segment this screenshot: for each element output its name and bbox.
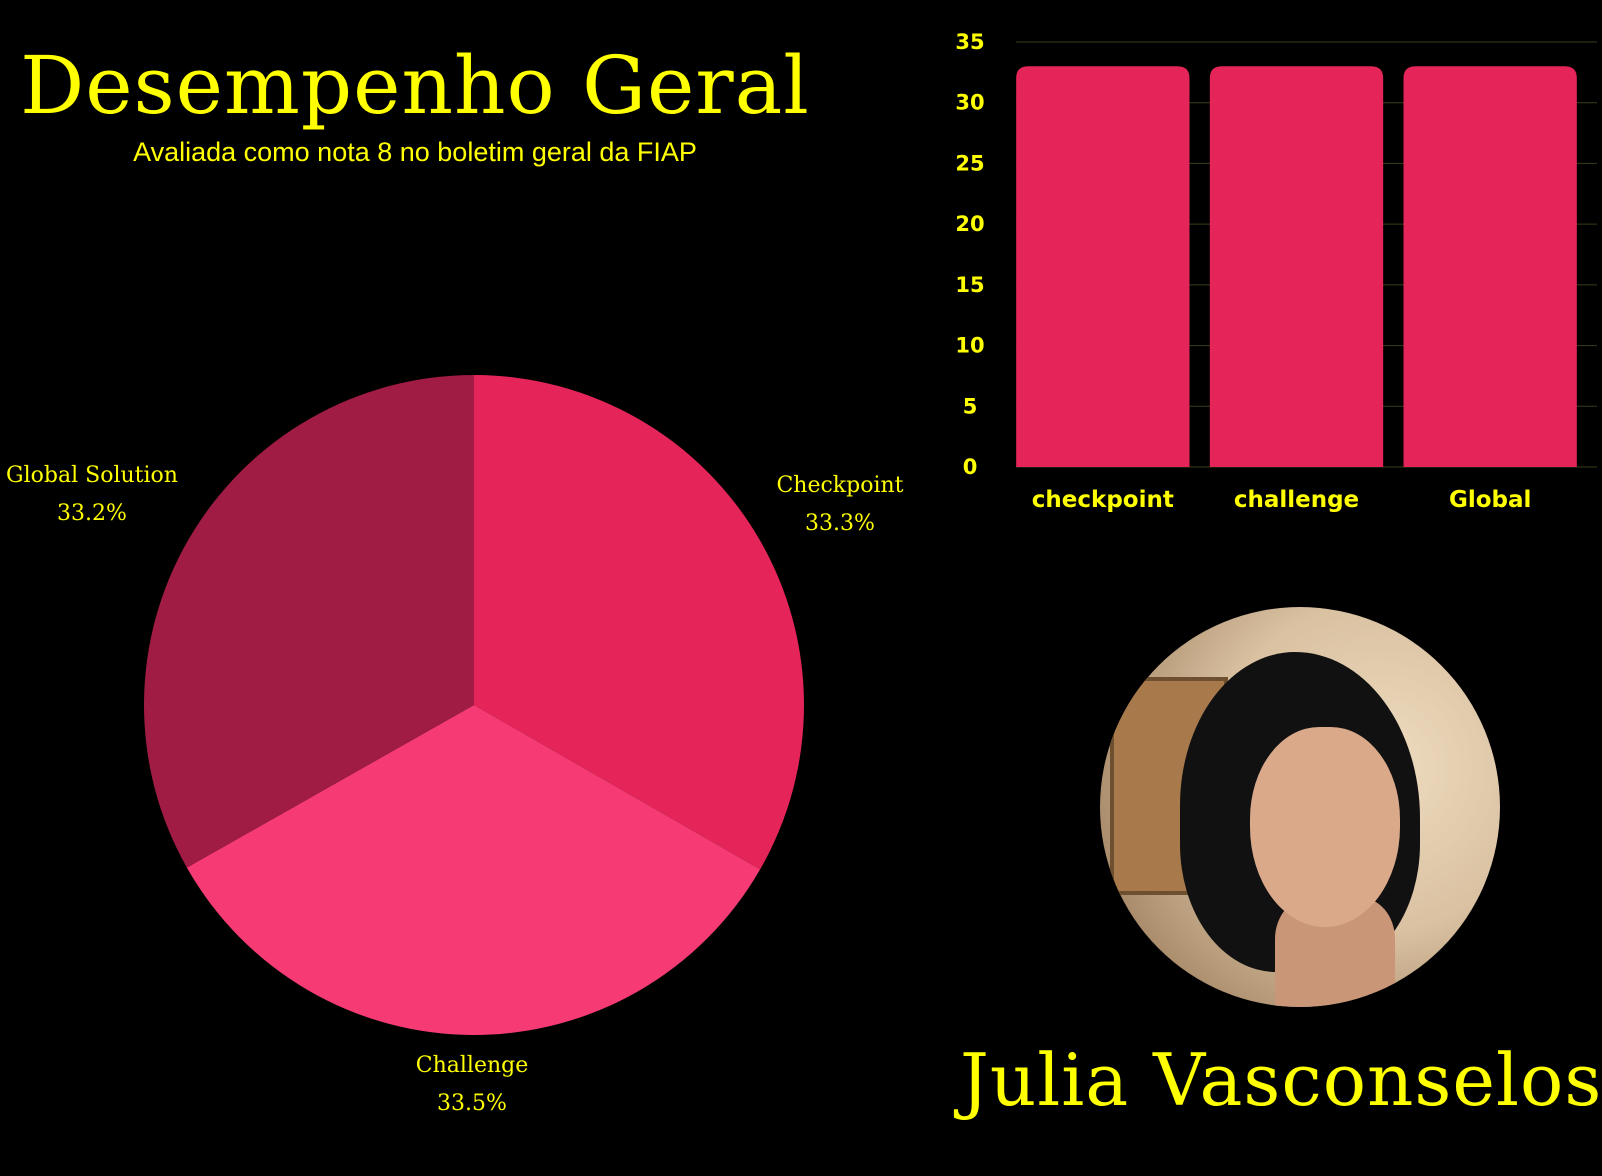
avatar-face xyxy=(1250,727,1400,927)
pie-slice-challenge xyxy=(186,705,761,1035)
y-tick-label: 5 xyxy=(963,394,978,418)
pie-percent-checkpoint: 33.3% xyxy=(805,511,875,536)
x-category-label: checkpoint xyxy=(1032,487,1174,513)
y-tick-label: 25 xyxy=(955,151,984,175)
y-tick-label: 20 xyxy=(955,212,984,236)
y-tick-label: 35 xyxy=(955,30,984,54)
pie-label-global-solution: Global Solution xyxy=(6,463,178,488)
x-category-label: Global xyxy=(1449,487,1531,513)
bar-global xyxy=(1403,66,1577,468)
pie-percent-global-solution: 33.2% xyxy=(57,501,127,526)
y-tick-label: 30 xyxy=(955,91,984,115)
pie-label-checkpoint: Checkpoint xyxy=(776,473,903,498)
bar-chart: 0 5 10 15 20 25 30 35 checkpoint challenge Global xyxy=(955,30,1597,513)
bar-y-ticks: 0 5 10 15 20 25 30 35 xyxy=(955,30,984,479)
pie-slice-checkpoint xyxy=(474,375,805,870)
avatar xyxy=(1100,607,1500,1007)
pie-labels: Checkpoint 33.3% Challenge 33.5% Global Solu… xyxy=(6,463,904,1116)
bar-bars xyxy=(1016,66,1577,468)
pie-chart: Checkpoint 33.3% Challenge 33.5% Global Solu… xyxy=(6,375,904,1116)
y-tick-label: 0 xyxy=(963,455,978,479)
page-title: Desempenho Geral xyxy=(20,39,810,132)
pie-slice-global-solution xyxy=(143,375,474,868)
bar-challenge xyxy=(1209,66,1384,468)
bar-checkpoint xyxy=(1016,66,1190,468)
page-subtitle: Avaliada como nota 8 no boletim geral da… xyxy=(133,137,697,167)
x-category-label: challenge xyxy=(1234,487,1359,513)
pie-label-challenge: Challenge xyxy=(416,1053,528,1078)
bar-categories: checkpoint challenge Global xyxy=(1032,487,1532,513)
pie-slices xyxy=(143,375,805,1035)
y-tick-label: 15 xyxy=(955,273,984,297)
y-tick-label: 10 xyxy=(955,334,984,358)
pie-percent-challenge: 33.5% xyxy=(437,1091,507,1116)
profile-name: Julia Vasconselos xyxy=(960,1038,1602,1122)
